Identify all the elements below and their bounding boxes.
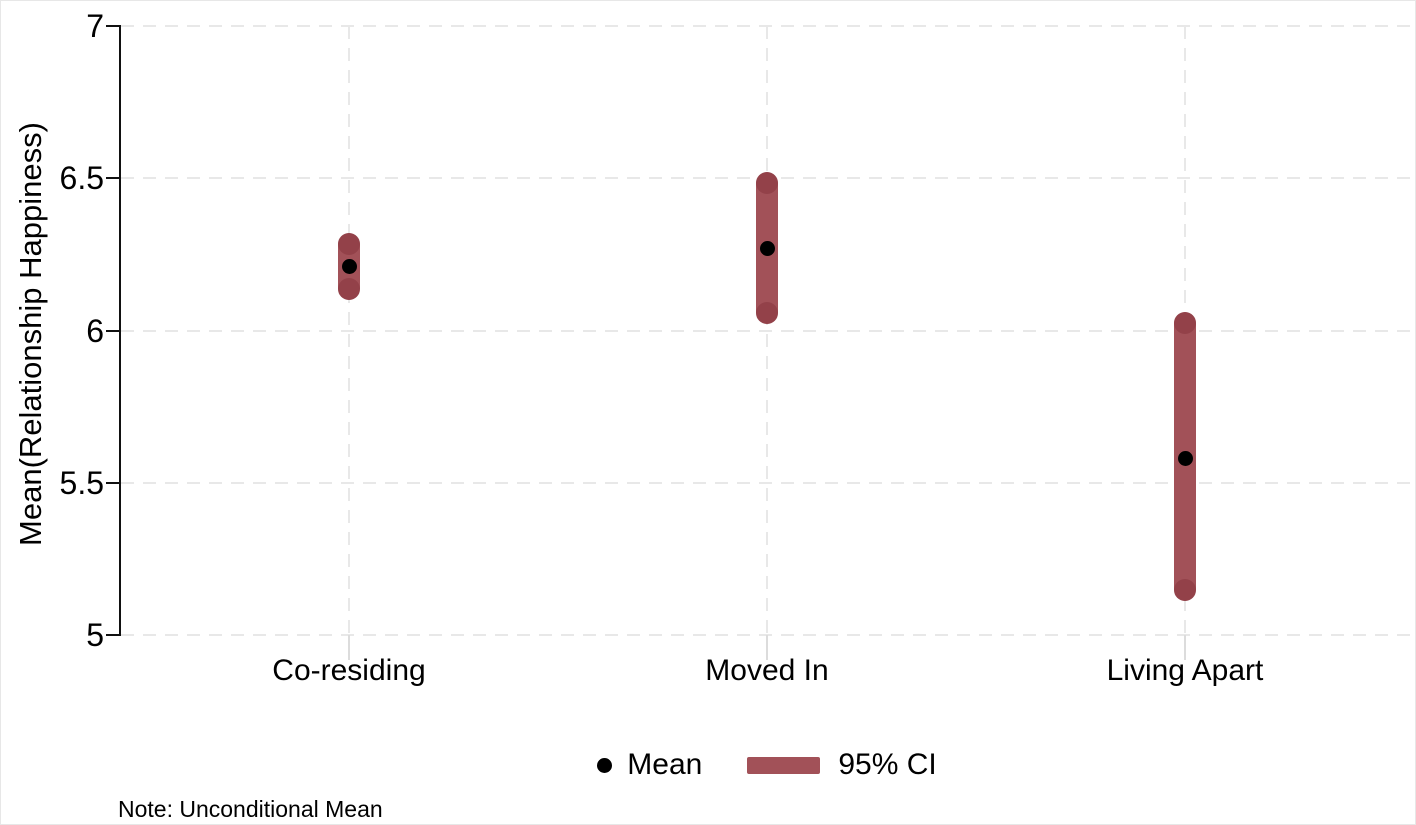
y-tick-label: 6.5 [59, 160, 104, 197]
x-axis-tick [766, 635, 768, 660]
mean-dot [1177, 450, 1193, 466]
x-gridline [348, 26, 350, 635]
x-axis-tick [1184, 635, 1186, 660]
y-tick-label: 6 [86, 312, 104, 349]
x-category-label: Living Apart [1106, 654, 1264, 687]
ci-bar-cap [338, 278, 360, 301]
x-axis-tick [348, 635, 350, 660]
ci-bar-cap [1174, 312, 1196, 335]
ci-bar-cap [1174, 579, 1196, 602]
chart-note: Note: Unconditional Mean [118, 796, 383, 822]
y-axis-tick [106, 329, 119, 332]
legend-ci-label: 95% CI [838, 748, 937, 781]
y-axis-tick [106, 634, 119, 636]
legend: Mean 95% CI [121, 746, 1413, 784]
ci-bar [756, 172, 778, 325]
y-axis-tick [106, 481, 119, 484]
ci-bar-cap [756, 302, 778, 325]
mean-dot [341, 259, 357, 275]
ci-bar-cap [756, 172, 778, 195]
y-tick-label: 7 [86, 8, 104, 44]
mean-dot [759, 240, 775, 256]
ci-bar-swatch [747, 756, 821, 774]
legend-item-ci: 95% CI [747, 746, 937, 784]
y-tick-label: 5 [86, 617, 104, 653]
mean-dot-icon [597, 757, 613, 773]
ci-bar-cap [338, 233, 360, 256]
y-axis-tick [106, 25, 119, 27]
x-category-label: Moved In [705, 654, 829, 687]
y-tick-label: 5.5 [59, 464, 104, 501]
legend-mean-label: Mean [627, 748, 703, 781]
y-axis-line [119, 25, 121, 636]
x-gridline [766, 26, 768, 635]
y-axis-tick [106, 177, 119, 180]
x-category-label: Co-residing [272, 654, 426, 687]
legend-item-mean: Mean [597, 746, 702, 784]
